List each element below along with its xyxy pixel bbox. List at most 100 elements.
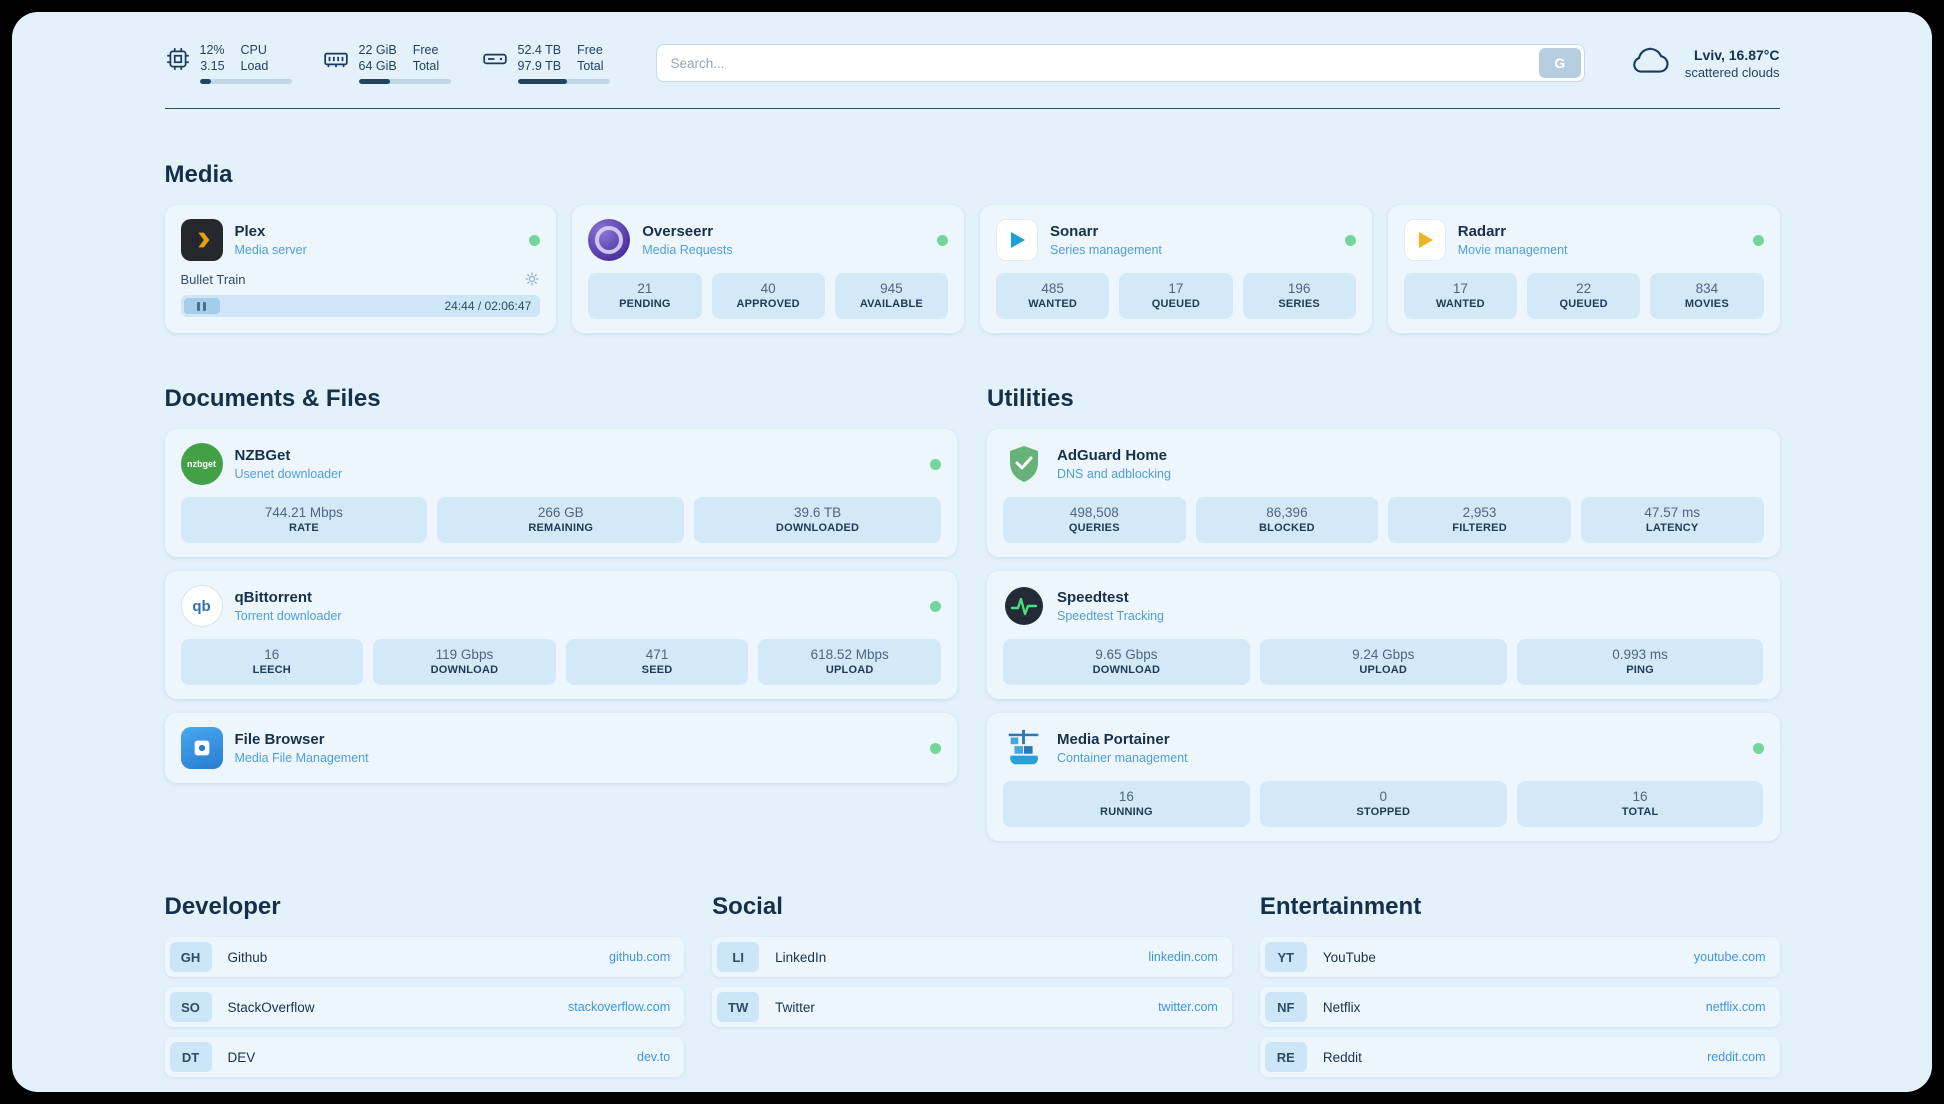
stat-tile: 39.6 TB DOWNLOADED — [694, 497, 941, 543]
stat-tile: 21 PENDING — [588, 273, 702, 319]
nzbget-card[interactable]: nzbget NZBGet Usenet downloader 744.21 M… — [164, 429, 957, 557]
stat-value: 618.52 Mbps — [810, 647, 889, 662]
cpu-widget: 12% 3.15 CPU Load — [165, 42, 292, 84]
cpu-value: 12% — [199, 43, 225, 57]
bookmark-dev[interactable]: DT DEV dev.to — [164, 1037, 685, 1077]
section-title-entertainment: Entertainment — [1259, 893, 1422, 920]
bookmark-youtube[interactable]: YT YouTube youtube.com — [1259, 937, 1780, 977]
bookmark-url: dev.to — [637, 1050, 671, 1064]
portainer-card[interactable]: Media Portainer Container management 16 … — [987, 713, 1780, 841]
stat-label: PENDING — [619, 298, 671, 310]
stat-label: SEED — [641, 664, 673, 676]
status-dot — [930, 742, 941, 754]
stat-label: DOWNLOAD — [430, 664, 499, 676]
bookmark-name: LinkedIn — [775, 949, 827, 965]
adguard-icon — [1003, 443, 1045, 485]
bookmark-linkedin[interactable]: LI LinkedIn linkedin.com — [712, 937, 1232, 977]
search-bar: G — [655, 44, 1585, 82]
stat-tile: 266 GB REMAINING — [437, 497, 685, 543]
weather-location: Lviv, 16.87°C — [1694, 46, 1780, 63]
stat-value: 0 — [1379, 789, 1387, 804]
stat-tile: 9.65 Gbps DOWNLOAD — [1003, 639, 1250, 685]
stat-label: REMAINING — [528, 522, 594, 534]
cpu-icon — [165, 46, 191, 77]
filebrowser-card[interactable]: File Browser Media File Management — [164, 713, 957, 783]
radarr-icon — [1403, 219, 1446, 261]
app-subtitle: Torrent downloader — [234, 608, 342, 623]
ram-progress-bar — [358, 79, 451, 84]
stat-value: 16 — [1118, 789, 1134, 804]
bookmark-name: YouTube — [1322, 949, 1376, 965]
stat-tile: 2,953 FILTERED — [1388, 497, 1571, 543]
bookmark-url: github.com — [609, 950, 671, 964]
ram-free-value: 22 GiB — [358, 43, 397, 57]
bookmark-abbr: TW — [717, 992, 760, 1022]
sonarr-card[interactable]: Sonarr Series management 485 WANTED 17 Q… — [980, 205, 1372, 333]
bookmark-name: StackOverflow — [227, 999, 315, 1015]
speedtest-card[interactable]: Speedtest Speedtest Tracking 9.65 Gbps D… — [987, 571, 1780, 699]
bookmark-url: stackoverflow.com — [568, 1000, 671, 1014]
bookmark-abbr: LI — [717, 942, 760, 972]
bookmark-twitter[interactable]: TW Twitter twitter.com — [712, 987, 1232, 1027]
disk-progress-fill — [517, 79, 568, 84]
stat-tile: 16 TOTAL — [1516, 781, 1764, 827]
stat-label: RATE — [288, 522, 319, 534]
stat-tile: 16 RUNNING — [1003, 781, 1250, 827]
nzbget-icon: nzbget — [180, 443, 223, 485]
search-engine-button[interactable]: G — [1538, 48, 1581, 78]
stat-tile: 498,508 QUERIES — [1003, 497, 1186, 543]
bookmark-github[interactable]: GH Github github.com — [164, 937, 685, 977]
overseerr-card[interactable]: Overseerr Media Requests 21 PENDING 40 A… — [572, 205, 964, 333]
stat-label: MOVIES — [1684, 298, 1729, 310]
stat-value: 21 — [637, 281, 653, 296]
gear-icon[interactable] — [524, 271, 540, 287]
stat-value: 119 Gbps — [435, 647, 494, 662]
stat-tile: 16 LEECH — [180, 639, 364, 685]
qbittorrent-card[interactable]: qb qBittorrent Torrent downloader 16 LEE… — [164, 571, 957, 699]
status-dot — [937, 234, 948, 246]
stat-tile: 744.21 Mbps RATE — [180, 497, 428, 543]
stat-label: LATENCY — [1645, 522, 1699, 534]
stat-label: QUEUED — [1151, 298, 1200, 310]
ram-progress-fill — [358, 79, 390, 84]
weather-condition: scattered clouds — [1684, 64, 1780, 80]
bookmark-reddit[interactable]: RE Reddit reddit.com — [1259, 1037, 1780, 1077]
stat-label: TOTAL — [1621, 806, 1659, 818]
bookmark-name: Twitter — [775, 999, 815, 1015]
search-input[interactable] — [655, 44, 1585, 82]
stat-label: QUEUED — [1559, 298, 1608, 310]
stat-tile: 119 Gbps DOWNLOAD — [373, 639, 556, 685]
app-subtitle: Usenet downloader — [234, 466, 343, 481]
stat-value: 266 GB — [537, 505, 584, 520]
app-name: qBittorrent — [234, 588, 313, 606]
overseerr-icon — [588, 219, 631, 261]
playback-progress-bar[interactable]: 24:44 / 02:06:47 — [180, 295, 541, 317]
stat-value: 47.57 ms — [1644, 505, 1700, 520]
app-name: Sonarr — [1050, 222, 1099, 240]
disk-icon — [481, 46, 509, 77]
stat-label: UPLOAD — [825, 664, 874, 676]
disk-progress-bar — [517, 79, 610, 84]
stat-value: 16 — [264, 647, 280, 662]
bookmark-url: youtube.com — [1693, 950, 1766, 964]
app-subtitle: DNS and adblocking — [1057, 466, 1171, 481]
stat-tile: 17 QUEUED — [1119, 273, 1233, 319]
app-name: File Browser — [234, 730, 325, 748]
ram-widget: 22 GiB 64 GiB Free Total — [322, 42, 451, 84]
stat-value: 0.993 ms — [1612, 647, 1668, 662]
bookmark-stackoverflow[interactable]: SO StackOverflow stackoverflow.com — [164, 987, 685, 1027]
adguard-card[interactable]: AdGuard Home DNS and adblocking 498,508 … — [987, 429, 1780, 557]
stat-value: 196 — [1287, 281, 1311, 296]
stat-value: 9.65 Gbps — [1095, 647, 1158, 662]
cpu-load-value: 3.15 — [200, 59, 225, 73]
stat-tile: 834 MOVIES — [1650, 273, 1764, 319]
pause-icon[interactable] — [183, 298, 220, 314]
bookmark-netflix[interactable]: NF Netflix netflix.com — [1259, 987, 1780, 1027]
radarr-card[interactable]: Radarr Movie management 17 WANTED 22 QUE… — [1387, 205, 1780, 333]
stat-value: 17 — [1452, 281, 1468, 296]
stat-label: STOPPED — [1356, 806, 1411, 818]
bookmark-url: linkedin.com — [1148, 950, 1218, 964]
stat-label: DOWNLOAD — [1092, 664, 1161, 676]
cpu-progress-fill — [199, 79, 211, 84]
plex-card[interactable]: Plex Media server Bullet Train — [164, 205, 557, 333]
